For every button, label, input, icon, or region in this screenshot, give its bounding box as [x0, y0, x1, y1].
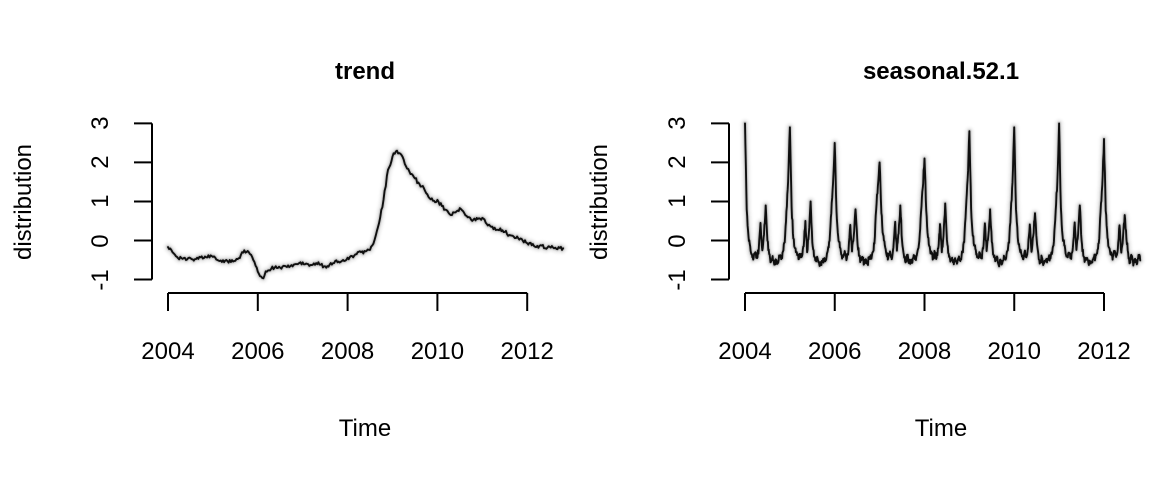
y-tick-label: 3: [664, 116, 691, 131]
right-x-axis-label: Time: [914, 415, 968, 442]
x-tick-label: 2006: [231, 338, 285, 365]
x-tick-label: 2006: [808, 338, 862, 365]
x-tick-label: 2012: [1077, 338, 1131, 365]
x-tick-label: 2008: [897, 338, 952, 365]
right-plot-title: seasonal.52.1: [862, 58, 1020, 85]
series-uncertainty-band: [166, 148, 565, 281]
x-tick-label: 2008: [320, 338, 375, 365]
right-y-axis-label: distribution: [586, 143, 613, 261]
left-y-axis-label: distribution: [10, 143, 37, 261]
x-tick-label: 2010: [987, 338, 1041, 365]
left-x-axis-label: Time: [338, 415, 392, 442]
y-tick-label: 3: [87, 116, 114, 131]
x-tick-label: 2010: [410, 338, 465, 365]
x-tick-label: 2012: [500, 338, 554, 365]
x-tick-label: 2004: [141, 338, 195, 365]
x-tick-label: 2004: [718, 338, 772, 365]
left-plot-title: trend: [335, 58, 395, 85]
